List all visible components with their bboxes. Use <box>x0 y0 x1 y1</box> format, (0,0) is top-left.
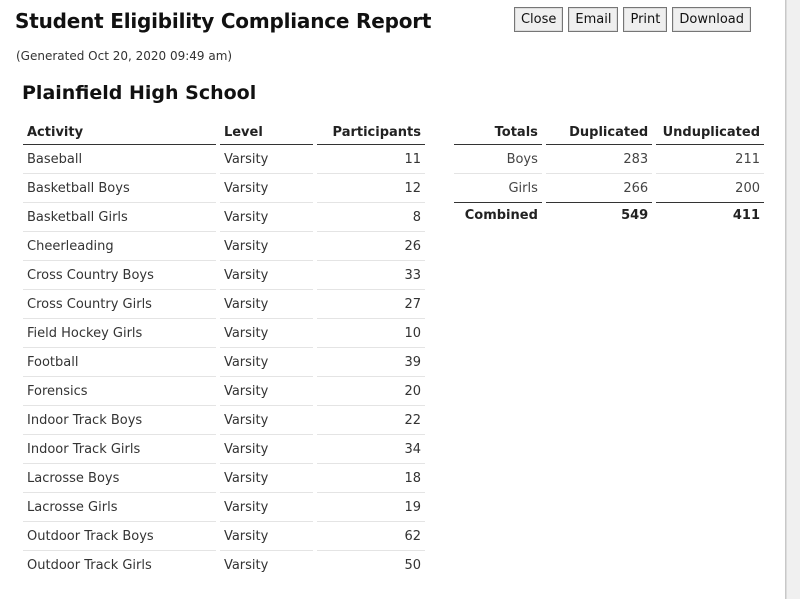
cell-combined-label: Combined <box>454 202 542 229</box>
table-row: Basketball Girls Varsity 8 <box>23 203 425 232</box>
column-header-unduplicated: Unduplicated <box>656 120 764 145</box>
cell-activity: Cheerleading <box>23 232 216 261</box>
cell-participants: 10 <box>317 319 425 348</box>
cell-participants: 11 <box>317 145 425 174</box>
cell-participants: 18 <box>317 464 425 493</box>
close-button[interactable]: Close <box>513 7 564 32</box>
cell-unduplicated: 200 <box>735 181 760 196</box>
print-button[interactable]: Print <box>623 7 668 32</box>
cell-totals-label: Girls <box>508 181 538 196</box>
table-row: Cross Country Boys Varsity 33 <box>23 261 425 290</box>
cell-participants: 19 <box>317 493 425 522</box>
cell-participants: 62 <box>317 522 425 551</box>
cell-participants: 33 <box>317 261 425 290</box>
report-title: Student Eligibility Compliance Report <box>15 9 432 33</box>
column-header-totals: Totals <box>454 120 542 145</box>
email-button[interactable]: Email <box>568 7 619 32</box>
totals-combined-row: Combined 549 411 <box>454 202 764 229</box>
cell-activity: Cross Country Girls <box>23 290 216 319</box>
cell-activity: Lacrosse Boys <box>23 464 216 493</box>
cell-participants: 50 <box>404 558 421 573</box>
table-row: Outdoor Track Girls Varsity 50 <box>23 551 425 579</box>
cell-activity: Cross Country Boys <box>23 261 216 290</box>
cell-activity: Forensics <box>23 377 216 406</box>
cell-level: Varsity <box>219 464 314 493</box>
cell-activity: Basketball Girls <box>23 203 216 232</box>
cell-participants: 20 <box>317 377 425 406</box>
cell-participants: 26 <box>317 232 425 261</box>
cell-totals-label: Boys <box>454 145 542 174</box>
toolbar: Close Email Print Download <box>513 7 751 32</box>
cell-level: Varsity <box>219 319 314 348</box>
table-row: Indoor Track Girls Varsity 34 <box>23 435 425 464</box>
cell-level: Varsity <box>219 290 314 319</box>
cell-combined-duplicated: 549 <box>545 202 653 229</box>
table-row: Football Varsity 39 <box>23 348 425 377</box>
vertical-scrollbar[interactable] <box>786 0 800 599</box>
cell-activity: Football <box>23 348 216 377</box>
cell-duplicated: 266 <box>623 181 649 196</box>
cell-activity: Field Hockey Girls <box>23 319 216 348</box>
activities-table: Activity Level Participants Baseball Vars… <box>19 120 429 579</box>
cell-duplicated: 283 <box>545 145 653 174</box>
cell-participants: 39 <box>317 348 425 377</box>
totals-row: Boys 283 211 <box>454 145 764 174</box>
table-row: Forensics Varsity 20 <box>23 377 425 406</box>
cell-level: Varsity <box>219 174 314 203</box>
table-row: Cheerleading Varsity 26 <box>23 232 425 261</box>
cell-unduplicated: 211 <box>656 145 764 174</box>
cell-level: Varsity <box>219 203 314 232</box>
cell-activity: Lacrosse Girls <box>23 493 216 522</box>
activities-header-row: Activity Level Participants <box>23 120 425 145</box>
cell-level: Varsity <box>223 558 269 573</box>
totals-table: Totals Duplicated Unduplicated Boys 283 21… <box>450 120 768 229</box>
cell-level: Varsity <box>219 145 314 174</box>
cell-level: Varsity <box>219 493 314 522</box>
column-header-level: Level <box>219 120 314 145</box>
cell-level: Varsity <box>219 232 314 261</box>
column-header-activity: Activity <box>23 120 216 145</box>
table-row: Baseball Varsity 11 <box>23 145 425 174</box>
table-row: Field Hockey Girls Varsity 10 <box>23 319 425 348</box>
totals-row: Girls 266 200 <box>454 174 764 202</box>
cell-level: Varsity <box>219 435 314 464</box>
cell-activity: Outdoor Track Girls <box>27 558 152 573</box>
download-button[interactable]: Download <box>672 7 751 32</box>
table-row: Outdoor Track Boys Varsity 62 <box>23 522 425 551</box>
totals-header-row: Totals Duplicated Unduplicated <box>454 120 764 145</box>
column-header-duplicated: Duplicated <box>545 120 653 145</box>
cell-level: Varsity <box>219 348 314 377</box>
cell-activity: Baseball <box>23 145 216 174</box>
table-row: Lacrosse Boys Varsity 18 <box>23 464 425 493</box>
table-row: Indoor Track Boys Varsity 22 <box>23 406 425 435</box>
table-row: Basketball Boys Varsity 12 <box>23 174 425 203</box>
cell-level: Varsity <box>219 522 314 551</box>
cell-activity: Outdoor Track Boys <box>23 522 216 551</box>
cell-participants: 34 <box>317 435 425 464</box>
table-row: Lacrosse Girls Varsity 19 <box>23 493 425 522</box>
generated-timestamp: (Generated Oct 20, 2020 09:49 am) <box>16 49 233 63</box>
school-name: Plainfield High School <box>22 82 257 104</box>
cell-participants: 12 <box>317 174 425 203</box>
cell-activity: Indoor Track Boys <box>23 406 216 435</box>
cell-participants: 22 <box>317 406 425 435</box>
column-header-participants: Participants <box>317 120 425 145</box>
cell-level: Varsity <box>219 406 314 435</box>
cell-level: Varsity <box>219 377 314 406</box>
cell-activity: Indoor Track Girls <box>23 435 216 464</box>
cell-combined-unduplicated: 411 <box>656 202 764 229</box>
cell-participants: 8 <box>317 203 425 232</box>
cell-participants: 27 <box>317 290 425 319</box>
cell-level: Varsity <box>219 261 314 290</box>
cell-activity: Basketball Boys <box>23 174 216 203</box>
table-row: Cross Country Girls Varsity 27 <box>23 290 425 319</box>
